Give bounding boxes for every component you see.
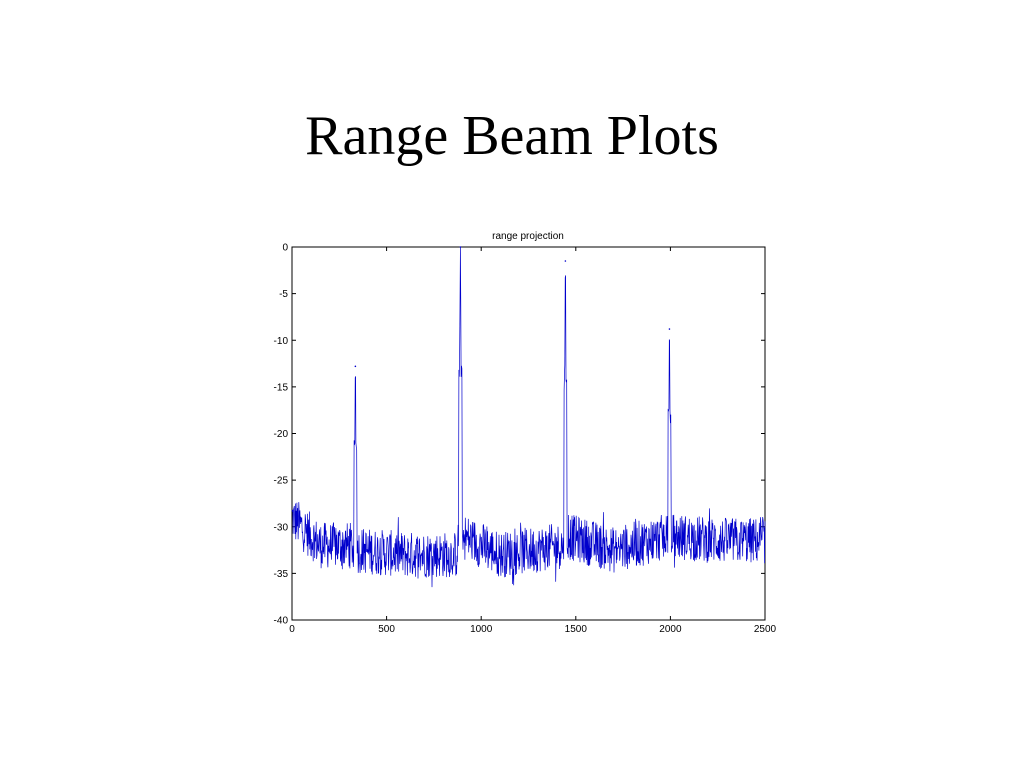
x-tick-label: 500 bbox=[378, 624, 395, 635]
x-tick-label: 0 bbox=[289, 624, 295, 635]
y-tick-label: -25 bbox=[274, 476, 289, 487]
x-tick-label: 1000 bbox=[470, 624, 493, 635]
slide-title: Range Beam Plots bbox=[305, 105, 719, 167]
axis-ticks: 0 500 1000 1500 2000 2500 0 -5 -10 -15 -20 -25 -30 -3… bbox=[274, 243, 777, 636]
series-line bbox=[291, 246, 766, 588]
x-tick-label: 2000 bbox=[659, 624, 682, 635]
y-tick-label: 0 bbox=[282, 243, 288, 254]
x-tick-label: 1500 bbox=[565, 624, 588, 635]
peak-point bbox=[668, 328, 671, 330]
range-projection-chart: range projection 0 500 1000 1500 2000 2500 0 -5… bbox=[274, 231, 777, 636]
series-layer bbox=[291, 246, 766, 588]
chart-title: range projection bbox=[492, 231, 564, 242]
y-tick-label: -20 bbox=[274, 429, 289, 440]
y-tick-label: -5 bbox=[279, 289, 288, 300]
y-tick-label: -30 bbox=[274, 522, 289, 533]
y-tick-label: -40 bbox=[274, 616, 289, 627]
peak-point bbox=[459, 246, 462, 248]
peak-point bbox=[354, 365, 357, 368]
x-tick-label: 2500 bbox=[754, 624, 777, 635]
y-tick-label: -35 bbox=[274, 569, 289, 580]
peak-point bbox=[564, 260, 567, 262]
y-tick-label: -10 bbox=[274, 336, 289, 347]
y-tick-label: -15 bbox=[274, 382, 289, 393]
